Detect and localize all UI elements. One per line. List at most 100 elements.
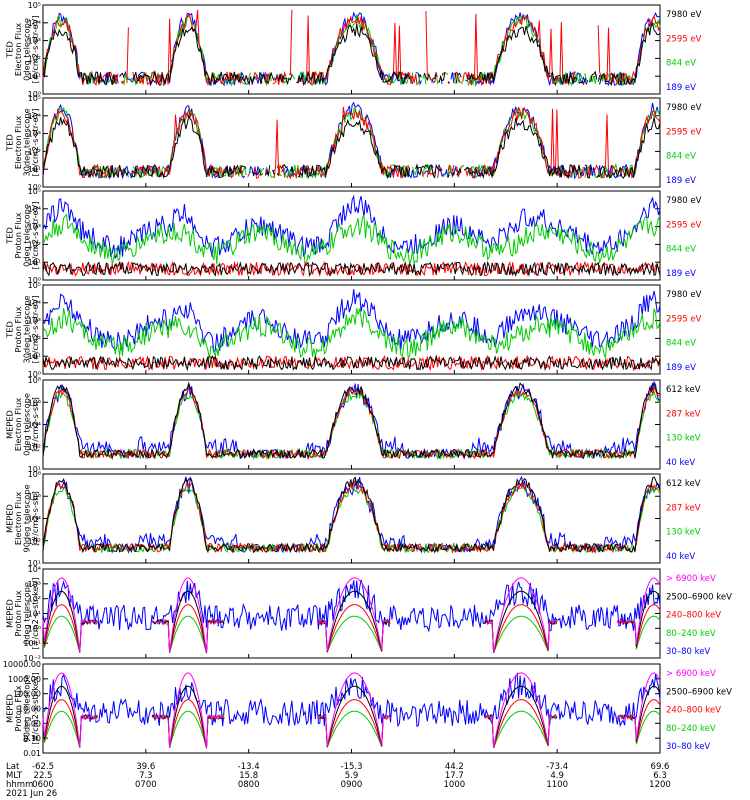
x-tick-mlt: 7.3 (139, 771, 153, 781)
series-trace-7980-ev (42, 260, 661, 277)
panel-ylabel: [#/cm2-s-str] (30, 491, 40, 546)
y-tick-label: 10¹ (28, 165, 41, 174)
y-tick-label: 10⁰ (28, 276, 41, 285)
series-trace-130-kev (42, 484, 661, 554)
panel-ylabel: MEPED (4, 599, 14, 628)
panel-ylabel: Proton Flux (13, 685, 23, 731)
legend-entry: 240–800 keV (666, 611, 721, 621)
series-trace-2595-ev (42, 354, 661, 372)
legend-entry: 80–240 keV (666, 629, 716, 639)
legend-entry: 287 keV (666, 503, 701, 513)
y-tick-label: 10² (28, 537, 41, 546)
series-trace-612-kev (42, 381, 661, 461)
series-trace-130-kev (42, 389, 661, 460)
x-axis-labels: LatMLThhmm-62.522.5060039.67.30700-13.41… (6, 762, 671, 799)
panel-8: 0.01 0.10 1.00 10.00 100.00 1000.00 10000.00 ME… (3, 660, 732, 758)
y-tick-label: 10⁶ (28, 492, 41, 501)
x-tick-lat: 69.6 (651, 762, 670, 772)
panel-ylabel: 0deg telescope (21, 18, 31, 81)
x-tick-lat: -15.3 (341, 762, 363, 772)
panel-ylabel: [#/cm2-s-str-eV] (30, 16, 40, 84)
panel-ylabel: TED (4, 227, 14, 244)
legend-entry: 844 eV (666, 339, 696, 349)
series-trace-30-80-kev (42, 671, 661, 728)
legend-entry: 80–240 keV (666, 724, 716, 734)
x-row-label: hhmm (6, 780, 33, 790)
x-tick-mlt: 5.9 (345, 771, 359, 781)
legend-entry: 844 eV (666, 59, 696, 69)
legend-entry: 189 eV (666, 363, 696, 373)
panel-frame (42, 663, 661, 754)
x-tick-hhmm: 0700 (135, 780, 157, 790)
y-tick-label: 10⁻¹ (23, 639, 41, 648)
x-tick-mlt: 4.9 (550, 771, 564, 781)
x-tick-lat: -73.4 (546, 762, 568, 772)
legend-entry: 189 eV (666, 83, 696, 93)
y-tick-label: 100.00 (13, 690, 41, 699)
legend-entry: 287 keV (666, 409, 701, 419)
y-tick-label: 10² (28, 443, 41, 452)
y-tick-label: 0.01 (23, 749, 41, 758)
legend-entry: 40 keV (666, 552, 695, 562)
y-tick-label: 10⁵ (28, 1, 41, 10)
legend-entry: 2595 eV (666, 220, 702, 230)
y-tick-label: 1000.00 (8, 675, 41, 684)
y-tick-label: 10² (28, 334, 41, 343)
panel-ylabel: TED (4, 41, 14, 58)
legend-entry: 130 keV (666, 528, 701, 538)
y-tick-label: 10.00 (18, 705, 41, 714)
series-trace-189-ev (42, 289, 661, 354)
legend-entry: 189 eV (666, 176, 696, 186)
y-tick-label: 10⁴ (28, 421, 41, 430)
legend-entry: 130 keV (666, 434, 701, 444)
panel-ylabel: TED (4, 321, 14, 338)
y-tick-label: 10³ (28, 317, 41, 326)
series-trace-287-kev (42, 479, 661, 555)
panel-ylabel: Electron Flux (13, 492, 23, 545)
y-tick-label: 10⁰ (28, 370, 41, 379)
x-tick-mlt: 22.5 (34, 771, 53, 781)
legend-entry: > 6900 keV (666, 574, 716, 584)
y-tick-label: 0.10 (23, 734, 41, 743)
y-tick-label: 10³ (28, 37, 41, 46)
y-tick-label: 10¹ (28, 352, 41, 361)
legend-entry: 189 eV (666, 269, 696, 279)
legend-entry: 7980 eV (666, 103, 702, 113)
y-tick-label: 10² (28, 147, 41, 156)
y-tick-label: 10⁴ (28, 205, 41, 214)
y-tick-label: 10⁴ (28, 112, 41, 121)
legend-entry: > 6900 keV (666, 669, 716, 679)
series-trace-240-800-kev (42, 604, 661, 654)
legend-entry: 844 eV (666, 245, 696, 255)
panel-ylabel: [#/cm2-s-str-eV] (30, 296, 40, 364)
y-tick-label: 10⁴ (28, 299, 41, 308)
legend-entry: 2500–6900 keV (666, 592, 732, 602)
x-tick-hhmm: 0900 (341, 780, 363, 790)
panel-ylabel: [#/cm2-s-str-keV] (30, 577, 40, 649)
x-tick-hhmm: 1000 (444, 780, 466, 790)
x-tick-lat: 39.6 (136, 762, 155, 772)
legend-entry: 2595 eV (666, 314, 702, 324)
panel-ylabel: MEPED (4, 504, 14, 533)
legend-entry: 7980 eV (666, 196, 702, 206)
x-tick-lat: -62.5 (32, 762, 54, 772)
y-tick-label: 10² (28, 240, 41, 249)
series-trace-80-240-kev (42, 710, 661, 749)
panel-ylabel: 0deg telescope (21, 393, 31, 456)
panel-ylabel: 30deg telescope (21, 295, 31, 363)
series-trace-30-80-kev (42, 579, 661, 633)
y-tick-label: 10¹ (28, 465, 41, 474)
x-tick-mlt: 15.8 (239, 771, 258, 781)
legend-entry: 2500–6900 keV (666, 687, 732, 697)
y-tick-label: 10⁴ (28, 565, 41, 574)
y-tick-label: 10² (28, 595, 41, 604)
panel-ylabel: 30deg telescope (21, 108, 31, 176)
y-tick-label: 10⁰ (28, 183, 41, 192)
x-tick-hhmm: 0800 (238, 780, 260, 790)
